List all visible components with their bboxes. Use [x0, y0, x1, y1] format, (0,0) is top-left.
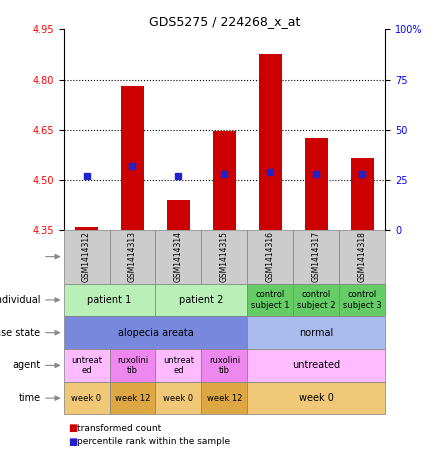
Bar: [247, 349, 385, 382]
Bar: [64, 382, 110, 414]
Text: normal: normal: [299, 328, 334, 337]
Text: time: time: [18, 393, 40, 403]
Bar: [201, 382, 247, 414]
Text: GSM1414317: GSM1414317: [312, 231, 321, 282]
Text: control
subject 2: control subject 2: [297, 290, 336, 310]
Bar: [339, 230, 385, 284]
Bar: [167, 200, 190, 230]
Bar: [201, 349, 247, 382]
Text: ruxolini
tib: ruxolini tib: [209, 356, 240, 375]
Text: percentile rank within the sample: percentile rank within the sample: [77, 437, 230, 446]
Bar: [64, 316, 247, 349]
Text: patient 1: patient 1: [87, 295, 132, 305]
Text: GSM1414314: GSM1414314: [174, 231, 183, 282]
Bar: [213, 131, 236, 230]
Text: GSM1414318: GSM1414318: [358, 231, 367, 282]
Bar: [121, 86, 144, 230]
Text: untreated: untreated: [293, 361, 340, 371]
Text: ruxolini
tib: ruxolini tib: [117, 356, 148, 375]
Text: individual: individual: [0, 295, 40, 305]
Text: week 0: week 0: [163, 394, 194, 403]
Bar: [293, 284, 339, 316]
Text: disease state: disease state: [0, 328, 40, 337]
Bar: [339, 284, 385, 316]
Bar: [155, 230, 201, 284]
Bar: [247, 230, 293, 284]
Bar: [201, 230, 247, 284]
Text: GSM1414313: GSM1414313: [128, 231, 137, 282]
Text: week 12: week 12: [115, 394, 150, 403]
Text: alopecia areata: alopecia areata: [118, 328, 193, 337]
Bar: [247, 284, 293, 316]
Text: week 0: week 0: [299, 393, 334, 403]
Text: untreat
ed: untreat ed: [163, 356, 194, 375]
Bar: [110, 382, 155, 414]
Text: ■: ■: [68, 437, 77, 447]
Bar: [64, 349, 110, 382]
Text: control
subject 1: control subject 1: [251, 290, 290, 310]
Bar: [64, 284, 155, 316]
Bar: [247, 316, 385, 349]
Text: untreat
ed: untreat ed: [71, 356, 102, 375]
Bar: [64, 230, 110, 284]
Bar: [293, 230, 339, 284]
Text: ■: ■: [68, 423, 77, 433]
Bar: [305, 138, 328, 230]
Title: GDS5275 / 224268_x_at: GDS5275 / 224268_x_at: [149, 15, 300, 28]
Bar: [155, 349, 201, 382]
Bar: [75, 227, 98, 230]
Text: GSM1414315: GSM1414315: [220, 231, 229, 282]
Bar: [259, 54, 282, 230]
Bar: [110, 349, 155, 382]
Text: patient 2: patient 2: [179, 295, 224, 305]
Bar: [351, 158, 374, 230]
Text: GSM1414312: GSM1414312: [82, 231, 91, 282]
Text: agent: agent: [12, 361, 40, 371]
Text: week 12: week 12: [207, 394, 242, 403]
Text: GSM1414316: GSM1414316: [266, 231, 275, 282]
Text: week 0: week 0: [71, 394, 102, 403]
Bar: [110, 230, 155, 284]
Bar: [247, 382, 385, 414]
Bar: [155, 382, 201, 414]
Bar: [155, 284, 247, 316]
Text: transformed count: transformed count: [77, 424, 161, 433]
Text: control
subject 3: control subject 3: [343, 290, 382, 310]
